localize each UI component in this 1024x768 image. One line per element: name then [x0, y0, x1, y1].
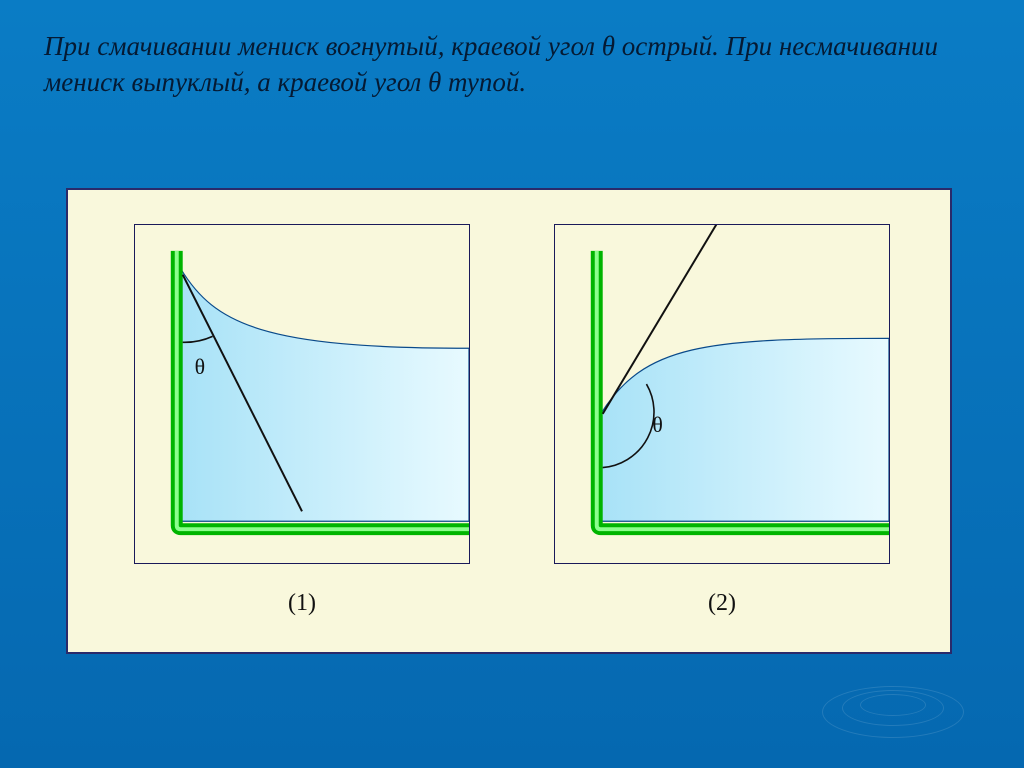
theta-label-2: θ [652, 413, 662, 437]
title-text: При смачивании мениск вогнутый, краевой … [0, 0, 1024, 111]
panel-caption-2: (2) [554, 590, 890, 617]
panel-nonwetting: θ [554, 224, 890, 564]
figure-frame: θ (1) θ (2) [66, 188, 952, 654]
ripple-decoration [860, 694, 926, 716]
meniscus-concave-diagram: θ [135, 225, 469, 563]
panel-wetting: θ [134, 224, 470, 564]
panel-caption-1: (1) [134, 590, 470, 617]
meniscus-convex-diagram: θ [555, 225, 889, 563]
theta-label-1: θ [195, 355, 205, 379]
